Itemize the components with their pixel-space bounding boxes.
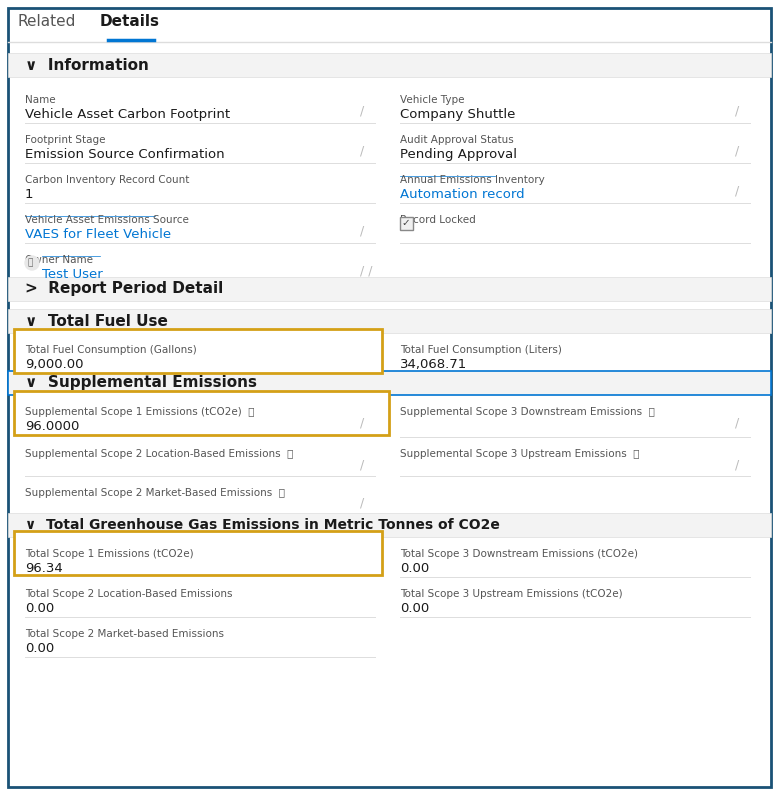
Text: 0.00: 0.00 — [400, 562, 429, 575]
Text: 96.0000: 96.0000 — [25, 420, 79, 433]
Text: Total Scope 2 Location-Based Emissions: Total Scope 2 Location-Based Emissions — [25, 589, 232, 599]
Text: VAES for Fleet Vehicle: VAES for Fleet Vehicle — [25, 228, 171, 241]
Bar — [8, 309, 771, 333]
Text: Name: Name — [25, 95, 55, 105]
Text: /: / — [735, 105, 739, 118]
Text: /: / — [360, 417, 365, 430]
Text: / /: / / — [360, 265, 372, 278]
Text: ⏰: ⏰ — [28, 258, 33, 267]
Text: Annual Emissions Inventory: Annual Emissions Inventory — [400, 175, 545, 185]
Text: Supplemental Scope 3 Downstream Emissions  ⓘ: Supplemental Scope 3 Downstream Emission… — [400, 407, 655, 417]
Text: Record Locked: Record Locked — [400, 215, 476, 225]
Text: Emission Source Confirmation: Emission Source Confirmation — [25, 148, 224, 161]
Text: 0.00: 0.00 — [25, 602, 55, 615]
Text: /: / — [360, 497, 365, 510]
Bar — [14, 391, 389, 435]
Text: /: / — [360, 458, 365, 471]
Text: Audit Approval Status: Audit Approval Status — [400, 135, 513, 145]
Text: Supplemental Scope 3 Upstream Emissions  ⓘ: Supplemental Scope 3 Upstream Emissions … — [400, 449, 640, 459]
Text: Supplemental Scope 2 Location-Based Emissions  ⓘ: Supplemental Scope 2 Location-Based Emis… — [25, 449, 294, 459]
Text: Automation record: Automation record — [400, 188, 524, 201]
Circle shape — [25, 256, 39, 270]
Text: Total Scope 3 Downstream Emissions (tCO2e): Total Scope 3 Downstream Emissions (tCO2… — [400, 549, 638, 559]
Bar — [14, 531, 382, 575]
Text: 0.00: 0.00 — [400, 602, 429, 615]
Text: Total Scope 1 Emissions (tCO2e): Total Scope 1 Emissions (tCO2e) — [25, 549, 194, 559]
Bar — [8, 277, 771, 301]
Text: ∨  Total Greenhouse Gas Emissions in Metric Tonnes of CO2e: ∨ Total Greenhouse Gas Emissions in Metr… — [25, 518, 500, 532]
Text: ∨  Supplemental Emissions: ∨ Supplemental Emissions — [25, 375, 257, 390]
Text: Supplemental Scope 2 Market-Based Emissions  ⓘ: Supplemental Scope 2 Market-Based Emissi… — [25, 488, 285, 498]
Text: Pending Approval: Pending Approval — [400, 148, 517, 161]
Text: ∨  Information: ∨ Information — [25, 57, 149, 72]
Text: Owner Name: Owner Name — [25, 255, 93, 265]
Text: Vehicle Asset Carbon Footprint: Vehicle Asset Carbon Footprint — [25, 108, 230, 121]
Bar — [14, 329, 382, 373]
Text: /: / — [735, 145, 739, 158]
Text: Vehicle Asset Emissions Source: Vehicle Asset Emissions Source — [25, 215, 189, 225]
Text: Details: Details — [100, 14, 160, 29]
Text: /: / — [735, 417, 739, 430]
FancyBboxPatch shape — [400, 217, 413, 230]
Text: 0.00: 0.00 — [25, 642, 55, 655]
Bar — [8, 513, 771, 537]
Text: Total Scope 3 Upstream Emissions (tCO2e): Total Scope 3 Upstream Emissions (tCO2e) — [400, 589, 622, 599]
Text: /: / — [735, 458, 739, 471]
Text: Related: Related — [18, 14, 76, 29]
Text: Footprint Stage: Footprint Stage — [25, 135, 105, 145]
Text: /: / — [735, 185, 739, 198]
Text: 9,000.00: 9,000.00 — [25, 358, 83, 371]
Text: /: / — [360, 105, 365, 118]
Text: Vehicle Type: Vehicle Type — [400, 95, 464, 105]
Text: Total Scope 2 Market-based Emissions: Total Scope 2 Market-based Emissions — [25, 629, 224, 639]
Text: 34,068.71: 34,068.71 — [400, 358, 467, 371]
Text: Company Shuttle: Company Shuttle — [400, 108, 516, 121]
Text: ✓: ✓ — [401, 218, 411, 228]
Bar — [8, 371, 771, 395]
Text: Test User: Test User — [42, 268, 103, 281]
Text: 1: 1 — [25, 188, 33, 201]
Text: /: / — [360, 225, 365, 238]
Text: 96.34: 96.34 — [25, 562, 63, 575]
Text: Carbon Inventory Record Count: Carbon Inventory Record Count — [25, 175, 189, 185]
Text: Supplemental Scope 1 Emissions (tCO2e)  ⓘ: Supplemental Scope 1 Emissions (tCO2e) ⓘ — [25, 407, 255, 417]
Bar — [8, 53, 771, 77]
Text: Total Fuel Consumption (Gallons): Total Fuel Consumption (Gallons) — [25, 345, 197, 355]
Text: >  Report Period Detail: > Report Period Detail — [25, 281, 224, 297]
Text: ∨  Total Fuel Use: ∨ Total Fuel Use — [25, 313, 168, 328]
Text: Total Fuel Consumption (Liters): Total Fuel Consumption (Liters) — [400, 345, 562, 355]
Text: /: / — [360, 145, 365, 158]
